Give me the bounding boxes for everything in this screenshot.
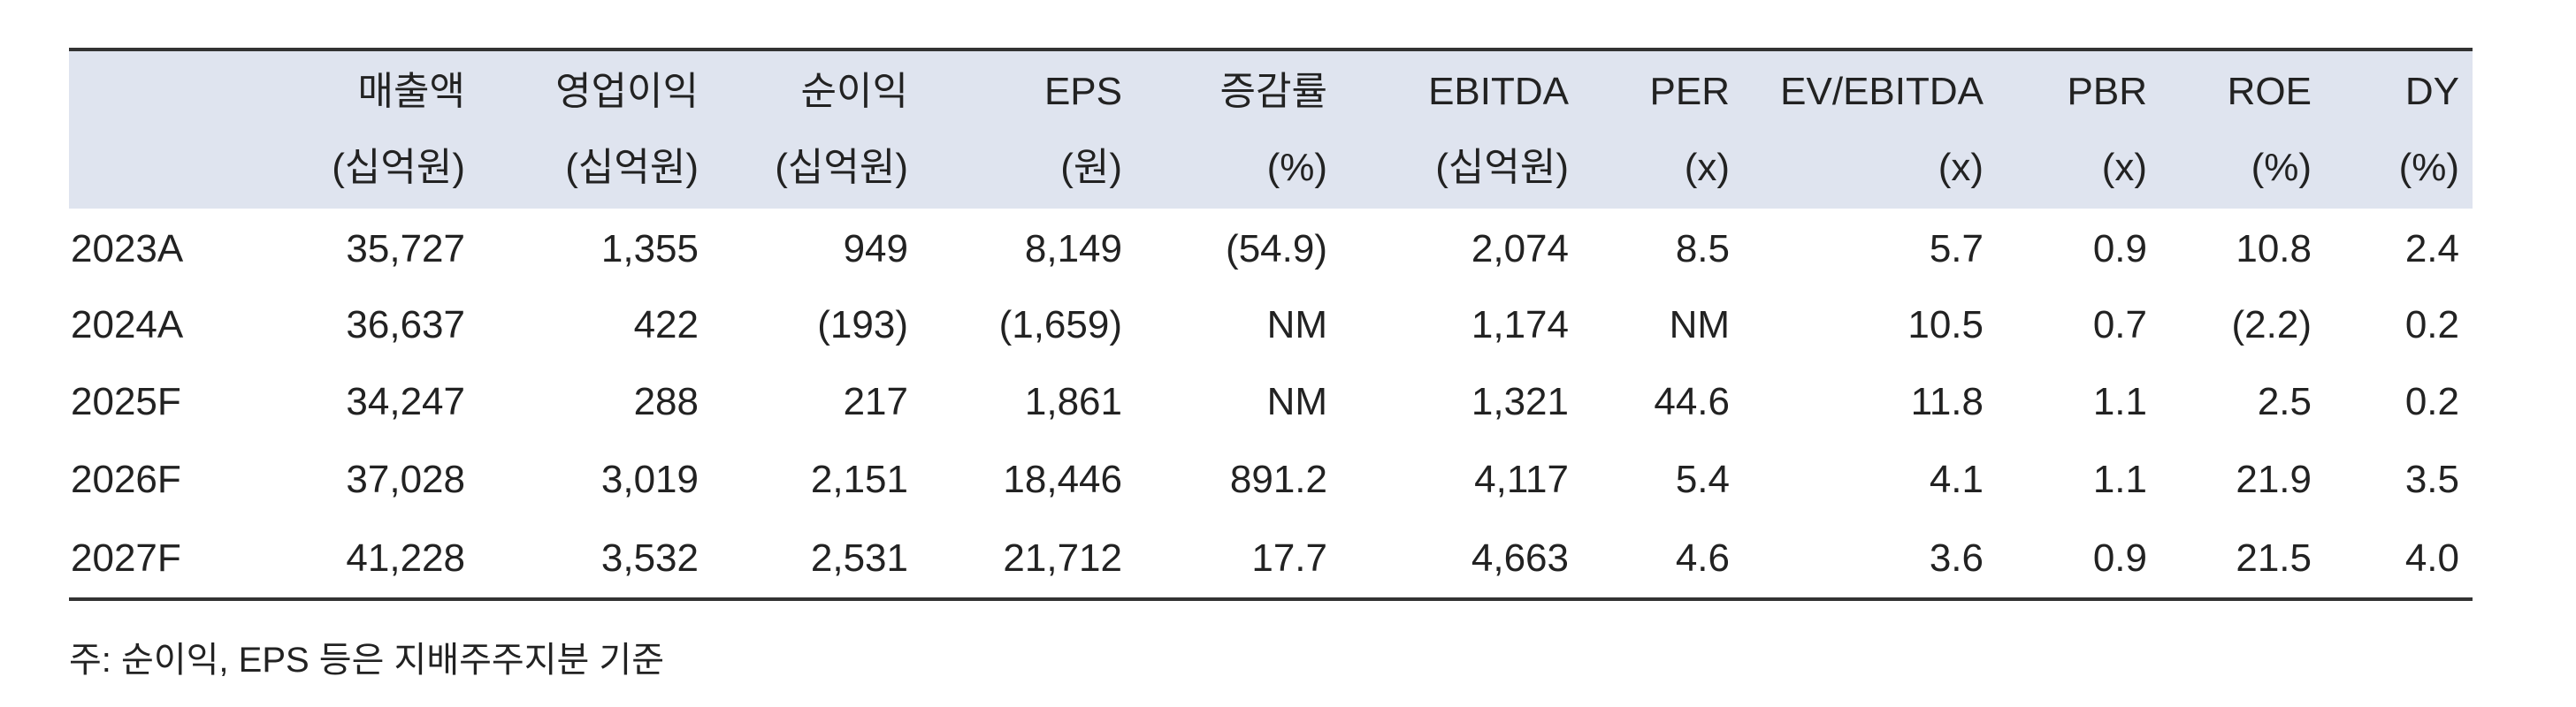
column-name: 영업이익: [555, 70, 699, 113]
cell-value: 4.1: [1929, 458, 1984, 501]
cell-value: 35,727: [346, 227, 465, 270]
footnote: 주: 순이익, EPS 등은 지배주주지분 기준: [69, 641, 665, 680]
column-unit: (십억원): [1435, 146, 1569, 189]
cell-value: 217: [843, 380, 908, 423]
column-name: EBITDA: [1428, 70, 1569, 113]
cell-value: 44.6: [1654, 380, 1730, 423]
column-unit: (십억원): [565, 146, 699, 189]
cell-value: (54.9): [1226, 227, 1327, 270]
cell-value: 4.6: [1675, 536, 1730, 580]
cell-value: 36,637: [346, 303, 465, 346]
cell-value: 2,151: [810, 458, 908, 501]
cell-value: 11.8: [1910, 380, 1984, 423]
cell-value: NM: [1669, 303, 1730, 346]
row-label: 2024A: [71, 303, 184, 346]
cell-value: (2.2): [2231, 303, 2312, 346]
cell-value: NM: [1266, 303, 1327, 346]
column-name: EPS: [1043, 70, 1122, 113]
cell-value: 1,321: [1471, 380, 1569, 423]
cell-value: 3,019: [600, 458, 699, 501]
row-label: 2027F: [71, 536, 181, 580]
cell-value: 422: [633, 303, 699, 346]
cell-value: NM: [1266, 380, 1327, 423]
column-unit: (x): [2101, 146, 2147, 189]
cell-value: (193): [817, 303, 908, 346]
top-rule: [69, 48, 2473, 51]
column-unit: (x): [1938, 146, 1984, 189]
column-name: EV/EBITDA: [1780, 70, 1984, 113]
cell-value: 2.5: [2257, 380, 2312, 423]
column-unit: (%): [2251, 146, 2312, 189]
bottom-rule: [69, 597, 2473, 601]
cell-value: 3,532: [600, 536, 699, 580]
cell-value: 8,149: [1024, 227, 1122, 270]
cell-value: 21,712: [1003, 536, 1122, 580]
cell-value: 1,355: [600, 227, 699, 270]
cell-value: 4,117: [1474, 458, 1569, 501]
cell-value: (1,659): [998, 303, 1122, 346]
cell-value: 1.1: [2092, 458, 2147, 501]
column-name: PBR: [2067, 70, 2147, 113]
column-name: 증감률: [1219, 70, 1327, 113]
row-label: 2025F: [71, 380, 181, 423]
column-unit: (십억원): [775, 146, 908, 189]
cell-value: 3.5: [2404, 458, 2459, 501]
cell-value: 4.0: [2404, 536, 2459, 580]
cell-value: 4,663: [1471, 536, 1569, 580]
cell-value: 17.7: [1251, 536, 1327, 580]
cell-value: 0.9: [2092, 536, 2147, 580]
cell-value: 18,446: [1003, 458, 1122, 501]
cell-value: 10.5: [1907, 303, 1984, 346]
cell-value: 21.5: [2236, 536, 2312, 580]
cell-value: 41,228: [346, 536, 465, 580]
cell-value: 0.7: [2092, 303, 2147, 346]
column-unit: (x): [1684, 146, 1730, 189]
cell-value: 37,028: [346, 458, 465, 501]
column-unit: (원): [1060, 146, 1122, 189]
cell-value: 2,074: [1471, 227, 1569, 270]
cell-value: 1,174: [1471, 303, 1569, 346]
cell-value: 21.9: [2236, 458, 2312, 501]
column-unit: (십억원): [332, 146, 465, 189]
column-name: 매출액: [357, 70, 465, 113]
header-band: [69, 51, 2473, 209]
column-unit: (%): [2398, 146, 2459, 189]
cell-value: 8.5: [1675, 227, 1730, 270]
cell-value: 0.2: [2404, 380, 2459, 423]
cell-value: 288: [633, 380, 699, 423]
cell-value: 1.1: [2092, 380, 2147, 423]
cell-value: 5.7: [1929, 227, 1984, 270]
row-label: 2026F: [71, 458, 181, 501]
cell-value: 2,531: [810, 536, 908, 580]
column-name: ROE: [2227, 70, 2312, 113]
column-name: DY: [2404, 70, 2459, 113]
cell-value: 2.4: [2404, 227, 2459, 270]
column-name: 순이익: [800, 70, 908, 113]
cell-value: 34,247: [346, 380, 465, 423]
cell-value: 891.2: [1229, 458, 1327, 501]
cell-value: 0.9: [2092, 227, 2147, 270]
cell-value: 3.6: [1929, 536, 1984, 580]
cell-value: 0.2: [2404, 303, 2459, 346]
cell-value: 949: [843, 227, 908, 270]
cell-value: 5.4: [1675, 458, 1730, 501]
row-label: 2023A: [71, 227, 184, 270]
column-unit: (%): [1266, 146, 1327, 189]
cell-value: 10.8: [2236, 227, 2312, 270]
cell-value: 1,861: [1024, 380, 1122, 423]
column-name: PER: [1649, 70, 1730, 113]
